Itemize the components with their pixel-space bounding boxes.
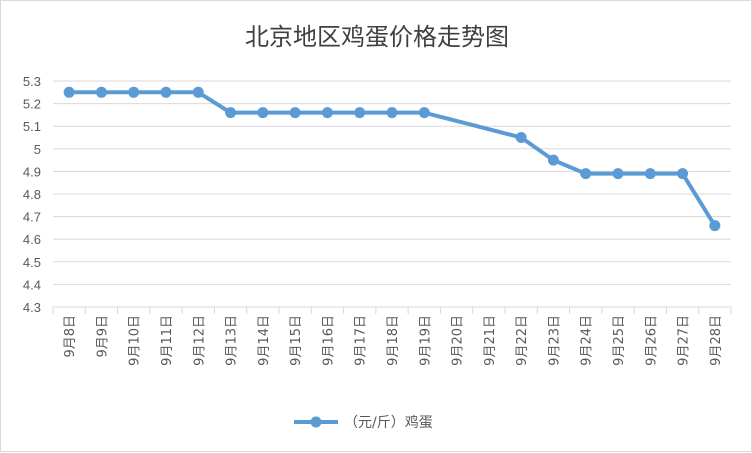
data-point[interactable]	[709, 220, 721, 232]
data-point[interactable]	[192, 86, 204, 98]
data-point[interactable]	[418, 107, 430, 119]
x-tick-label: 9月14日	[257, 315, 272, 366]
data-point[interactable]	[386, 107, 398, 119]
data-point[interactable]	[354, 107, 366, 119]
y-tick-label: 4.5	[23, 255, 41, 270]
x-tick-label: 9月10日	[128, 315, 143, 366]
x-tick-label: 9月20日	[451, 315, 466, 366]
data-point[interactable]	[63, 86, 75, 98]
gridlines	[52, 80, 732, 314]
x-tick-label: 9月27日	[677, 315, 692, 366]
y-tick-label: 5	[34, 142, 41, 157]
x-tick-label: 9月21日	[483, 315, 498, 366]
x-tick-label: 9月24日	[580, 315, 595, 366]
x-tick-label: 9月23日	[547, 315, 562, 366]
data-point[interactable]	[580, 168, 592, 180]
y-tick-label: 4.3	[23, 300, 41, 315]
data-point[interactable]	[128, 86, 140, 98]
x-tick-label: 9月13日	[225, 315, 240, 366]
x-tick-label: 9月11日	[160, 315, 175, 366]
data-point[interactable]	[289, 107, 301, 119]
data-point[interactable]	[225, 107, 237, 119]
y-tick-label: 4.4	[23, 277, 41, 292]
y-tick-label: 5.3	[23, 74, 41, 89]
y-tick-label: 4.8	[23, 187, 41, 202]
legend-marker	[310, 416, 322, 428]
data-point[interactable]	[612, 168, 624, 180]
x-tick-label: 9月16日	[321, 315, 336, 366]
data-point[interactable]	[321, 107, 333, 119]
y-axis-ticks: 4.3 4.4 4.5 4.6 4.7 4.8 4.9 5 5.1 5.2 5.3	[23, 74, 41, 315]
x-tick-label: 9月15日	[289, 315, 304, 366]
x-axis-ticks: 9月8日 9月9日 9月10日 9月11日 9月12日 9月13日 9月14日 9月15日 9月…	[63, 315, 724, 366]
x-tick-label: 9月8日	[63, 315, 78, 358]
x-tick-label: 9月18日	[386, 315, 401, 366]
chart-title: 北京地区鸡蛋价格走势图	[245, 23, 509, 51]
x-tick-label: 9月19日	[418, 315, 433, 366]
series-layer	[63, 86, 721, 232]
legend[interactable]: （元/斤）鸡蛋	[294, 414, 433, 431]
data-point[interactable]	[677, 168, 689, 180]
y-tick-label: 4.6	[23, 232, 41, 247]
data-point[interactable]	[644, 168, 656, 180]
y-tick-label: 5.1	[23, 119, 41, 134]
x-tick-label: 9月12日	[192, 315, 207, 366]
x-tick-label: 9月9日	[95, 315, 110, 358]
x-tick-label: 9月17日	[354, 315, 369, 366]
data-point[interactable]	[160, 86, 172, 98]
x-tick-label: 9月28日	[709, 315, 724, 366]
data-point[interactable]	[95, 86, 107, 98]
x-tick-label: 9月22日	[515, 315, 530, 366]
y-tick-label: 4.9	[23, 164, 41, 179]
y-tick-label: 5.2	[23, 97, 41, 112]
x-tick-label: 9月25日	[612, 315, 627, 366]
data-point[interactable]	[257, 107, 269, 119]
legend-label: （元/斤）鸡蛋	[344, 414, 433, 431]
data-point[interactable]	[515, 132, 527, 143]
data-point[interactable]	[547, 154, 559, 166]
x-tick-label: 9月26日	[644, 315, 659, 366]
y-tick-label: 4.7	[23, 210, 41, 225]
